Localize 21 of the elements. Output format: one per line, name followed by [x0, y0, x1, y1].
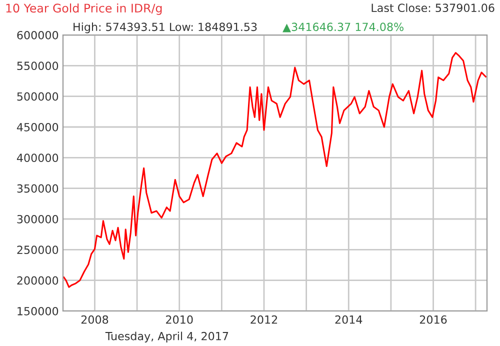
- y-tick-label: 250000: [17, 246, 58, 254]
- text: Last Close: 537901.06: [372, 3, 494, 12]
- y-tick-label: 550000: [17, 62, 58, 70]
- chart-subtitle: High: 574393.51 Low: 184891.53: [74, 22, 257, 34]
- y-tick-label: 400000: [16, 154, 58, 162]
- line-series: [63, 52, 486, 288]
- x-tick-label: 2016: [420, 315, 447, 324]
- x-tick-label: 2010: [166, 315, 193, 324]
- y-tick-label: 300000: [17, 214, 58, 224]
- x-tick-label: 2014: [335, 315, 362, 324]
- y-tick-label: 600000: [17, 30, 58, 40]
- x-tick-label: 2008: [81, 315, 108, 324]
- x-tick-label: 2012: [250, 315, 278, 324]
- y-tick-label: 500000: [17, 92, 58, 101]
- y-tick-label: 350000: [17, 184, 58, 193]
- y-tick-label: 450000: [16, 122, 58, 132]
- x-axis-title: Tuesday, April 4, 2017: [105, 332, 228, 342]
- text: ▲341646.37 174.08%: [282, 22, 404, 32]
- chart-title: 10 Year Gold Price in IDR/g: [6, 3, 162, 15]
- y-tick-label: 200000: [17, 276, 58, 285]
- y-tick-label: 150000: [18, 306, 58, 316]
